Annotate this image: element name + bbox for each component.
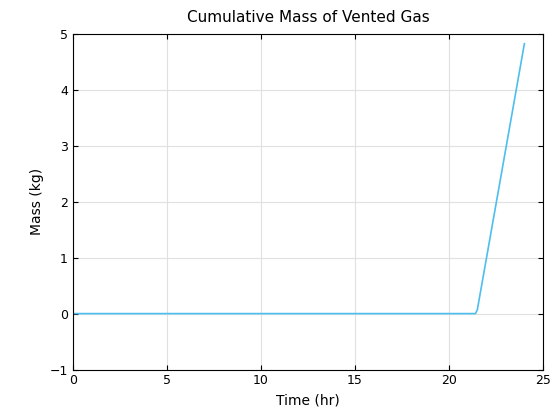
- X-axis label: Time (hr): Time (hr): [276, 393, 340, 407]
- Title: Cumulative Mass of Vented Gas: Cumulative Mass of Vented Gas: [186, 10, 430, 26]
- Y-axis label: Mass (kg): Mass (kg): [30, 168, 44, 235]
